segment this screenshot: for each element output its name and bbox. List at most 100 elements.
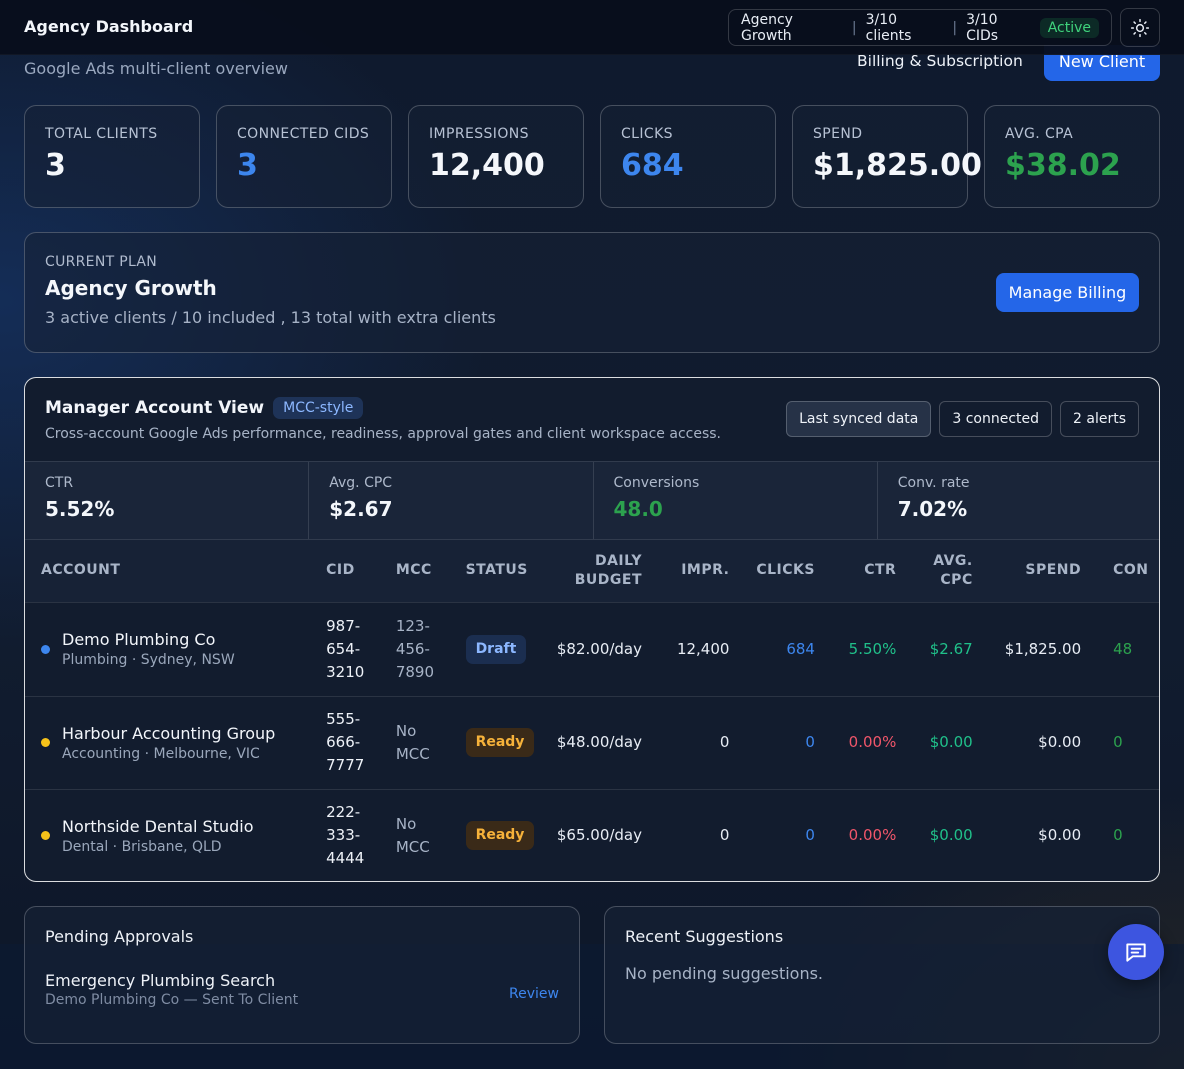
sun-icon	[1130, 18, 1150, 37]
table-row[interactable]: Harbour Accounting Group Accounting · Me…	[25, 696, 1159, 790]
recent-suggestions-title: Recent Suggestions	[625, 927, 784, 946]
manager-account-view: Manager Account View MCC-style Cross-acc…	[24, 377, 1160, 882]
status-cell: Ready	[450, 789, 535, 881]
chat-button[interactable]	[1108, 924, 1164, 980]
metric-value: 5.52%	[45, 497, 115, 521]
table-row[interactable]: Northside Dental Studio Dental · Brisban…	[25, 789, 1159, 881]
account-cell: Harbour Accounting Group Accounting · Me…	[25, 696, 311, 790]
col-avg-cpc[interactable]: AVG. CPC	[896, 540, 973, 603]
account-cell: Demo Plumbing Co Plumbing · Sydney, NSW	[25, 602, 311, 697]
empty-suggestions-text: No pending suggestions.	[625, 964, 824, 983]
account-subtitle: Dental · Brisbane, QLD	[62, 838, 222, 855]
cid-part: 333-	[326, 826, 361, 845]
alerts-chip[interactable]: 2 alerts	[1060, 401, 1139, 437]
current-plan-card: CURRENT PLAN Agency Growth 3 active clie…	[24, 232, 1160, 353]
stat-label: CONNECTED CIDS	[237, 126, 370, 142]
ctr-cell: 0.00%	[814, 696, 897, 790]
app-title: Agency Dashboard	[24, 17, 194, 36]
col-mcc[interactable]: MCC	[379, 540, 450, 603]
account-text: Demo Plumbing Co Plumbing · Sydney, NSW	[62, 628, 235, 670]
col-daily-budget-line2: BUDGET	[574, 571, 643, 588]
theme-toggle-button[interactable]	[1120, 8, 1160, 47]
stat-card-clicks: CLICKS 684	[600, 105, 776, 208]
review-link[interactable]: Review	[509, 986, 559, 1002]
col-ctr[interactable]: CTR	[814, 540, 897, 603]
account-wrap: Northside Dental Studio Dental · Brisban…	[41, 815, 310, 857]
stat-value: $38.02	[1005, 148, 1121, 183]
metric-conversions: Conversions 48.0	[594, 462, 878, 539]
plan-usage-pill[interactable]: Agency Growth | 3/10 clients | 3/10 CIDs…	[728, 9, 1112, 46]
account-name[interactable]: Demo Plumbing Co	[62, 630, 216, 649]
billing-subscription-link[interactable]: Billing & Subscription	[857, 52, 1023, 70]
metric-value: $2.67	[329, 497, 393, 521]
plan-description: 3 active clients / 10 included , 13 tota…	[45, 308, 496, 327]
page-subtitle: Google Ads multi-client overview	[24, 59, 288, 78]
manager-description: Cross-account Google Ads performance, re…	[45, 426, 721, 442]
account-cell: Northside Dental Studio Dental · Brisban…	[25, 789, 310, 881]
account-name[interactable]: Northside Dental Studio	[62, 816, 254, 836]
mcc-part: No	[395, 721, 417, 740]
stat-card-spend: SPEND $1,825.00	[792, 105, 982, 208]
col-daily-budget-line1: DAILY	[594, 552, 643, 569]
status-dot	[41, 644, 50, 654]
cid-part: 654-	[326, 639, 361, 658]
manager-title: Manager Account View	[45, 398, 265, 418]
account-subtitle: Plumbing · Sydney, NSW	[62, 652, 235, 668]
ctr-cell: 0.00%	[848, 826, 897, 845]
conv-cell: 48	[1081, 602, 1159, 697]
mcc-style-tag: MCC-style	[273, 397, 364, 419]
stat-value: 12,400	[429, 148, 545, 183]
status-cell: Draft	[449, 602, 535, 697]
approval-item[interactable]: Emergency Plumbing Search Demo Plumbing …	[45, 971, 559, 1008]
table-row[interactable]: Demo Plumbing Co Plumbing · Sydney, NSW …	[25, 602, 1159, 697]
metric-label: Conversions	[613, 475, 700, 491]
col-spend[interactable]: SPEND	[972, 540, 1082, 603]
impr-cell: 0	[646, 696, 730, 790]
mcc-part: MCC	[395, 744, 430, 763]
stat-card-total-clients: TOTAL CLIENTS 3	[24, 105, 200, 208]
recent-suggestions-panel: Recent Suggestions No pending suggestion…	[604, 906, 1160, 1044]
manager-chips: Last synced data 3 connected 2 alerts	[786, 401, 1139, 437]
col-cid[interactable]: CID	[310, 540, 380, 603]
col-impr[interactable]: IMPR.	[646, 540, 730, 603]
plan-name: Agency Growth	[45, 276, 217, 300]
mcc-cell: No MCC	[379, 696, 450, 790]
clients-usage: 3/10 clients	[865, 11, 912, 44]
pending-approvals-title: Pending Approvals	[45, 927, 194, 946]
cid-cell: 987- 654- 3210	[310, 602, 380, 697]
cids-usage: 3/10 CIDs	[966, 11, 999, 44]
separator: |	[851, 19, 857, 36]
col-daily-budget[interactable]: DAILY BUDGET	[534, 540, 647, 603]
col-account[interactable]: ACCOUNT	[25, 540, 311, 603]
impr-cell: 12,400	[646, 602, 730, 697]
metric-label: Conv. rate	[897, 475, 970, 491]
plan-label: CURRENT PLAN	[45, 254, 158, 270]
stat-card-avg-cpa: AVG. CPA $38.02	[984, 105, 1160, 208]
col-status[interactable]: STATUS	[449, 540, 535, 603]
clicks-cell: 684	[729, 602, 815, 697]
mcc-part: 7890	[395, 662, 435, 681]
stat-value: 684	[621, 148, 684, 183]
budget-cell: $48.00/day	[534, 696, 647, 790]
clicks-cell: 0	[729, 696, 815, 790]
col-conv[interactable]: CON	[1081, 540, 1159, 603]
last-synced-chip[interactable]: Last synced data	[786, 401, 932, 437]
stat-value: 3	[237, 148, 258, 183]
metric-ctr: CTR 5.52%	[25, 462, 310, 539]
manage-billing-button[interactable]: Manage Billing	[996, 273, 1139, 312]
col-avg-cpc-line1: AVG.	[933, 552, 973, 569]
stat-label: AVG. CPA	[1005, 126, 1074, 142]
stat-value: 3	[45, 148, 66, 183]
pending-approvals-panel: Pending Approvals Emergency Plumbing Sea…	[24, 906, 580, 1044]
cid-part: 666-	[326, 733, 361, 751]
connected-chip[interactable]: 3 connected	[939, 401, 1053, 437]
cid-part: 7777	[326, 756, 365, 774]
cpc-cell: $2.67	[896, 602, 973, 697]
separator: |	[952, 19, 958, 36]
stat-label: CLICKS	[621, 126, 673, 142]
metric-avg-cpc: Avg. CPC $2.67	[309, 462, 594, 539]
cpc-cell: $0.00	[896, 696, 973, 790]
account-name[interactable]: Harbour Accounting Group	[62, 723, 276, 743]
col-clicks[interactable]: CLICKS	[729, 540, 815, 603]
conv-cell: 0	[1081, 696, 1159, 790]
